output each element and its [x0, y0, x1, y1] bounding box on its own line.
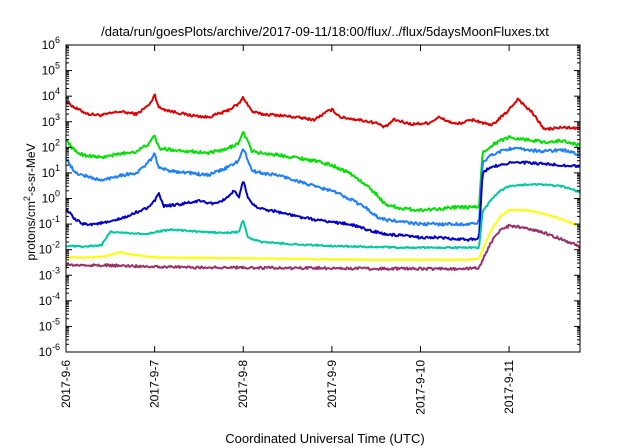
chart-title: /data/run/goesPlots/archive/2017-09-11/1…: [101, 24, 549, 39]
y-tick-label: 10-4: [39, 291, 60, 308]
x-tick-label: 2017-9-8: [236, 360, 250, 408]
y-axis-label: protons/cm2-s-sr-MeV: [22, 143, 38, 260]
x-tick-label: 2017-9-9: [325, 360, 339, 408]
y-tick-label: 100: [42, 189, 60, 206]
x-tick-label: 2017-9-10: [413, 360, 427, 415]
x-tick-label: 2017-9-11: [502, 360, 516, 414]
series-line: [65, 182, 581, 250]
series-line: [65, 146, 581, 227]
series-line: [65, 223, 581, 271]
y-tick-label: 10-1: [39, 214, 60, 231]
x-tick-labels: 2017-9-6 2017-9-7 2017-9-8 2017-9-9 2017-9-1…: [59, 360, 516, 415]
y-tick-label: 106: [42, 35, 60, 52]
plot-frame: [65, 44, 581, 353]
x-tick-label: 2017-9-6: [59, 360, 73, 408]
y-tick-label: 102: [42, 137, 60, 154]
y-tick-label: 10-3: [39, 265, 60, 282]
y-tick-label: 10-2: [39, 240, 60, 257]
y-tick-labels: 106 105 104 103 102 101 100 10-1 10-2 10-3 10-4 10-…: [39, 35, 60, 359]
plot-lines: [65, 93, 581, 271]
y-tick-label: 10-5: [39, 316, 60, 333]
axis-ticks: [65, 44, 580, 353]
y-tick-label: 101: [42, 163, 60, 180]
y-tick-label: 105: [42, 61, 60, 78]
y-tick-label: 10-6: [39, 342, 60, 359]
x-axis-label: Coordinated Universal Time (UTC): [225, 431, 424, 446]
series-line: [65, 131, 581, 213]
series-line: [65, 160, 581, 242]
y-tick-label: 104: [42, 86, 60, 103]
y-tick-label: 103: [42, 112, 60, 129]
x-tick-label: 2017-9-7: [148, 360, 162, 408]
series-line: [65, 208, 581, 262]
series-line: [66, 93, 581, 131]
